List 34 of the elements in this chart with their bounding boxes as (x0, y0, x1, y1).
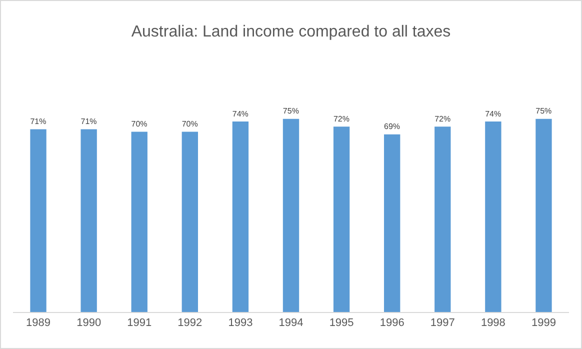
data-label: 75% (536, 106, 552, 116)
data-label: 75% (282, 106, 299, 116)
bar (282, 118, 300, 312)
data-label: 74% (485, 109, 502, 118)
data-label: 72% (434, 114, 451, 124)
data-label: 70% (182, 120, 198, 129)
chart-title: Australia: Land income compared to all taxes (131, 23, 451, 40)
x-tick-label: 1999 (531, 317, 556, 330)
x-tick-label: 1993 (228, 317, 253, 330)
x-tick-label: 1996 (380, 317, 404, 330)
bar (333, 126, 350, 312)
bar (80, 129, 97, 312)
x-tick-label: 1992 (178, 317, 202, 330)
x-tick-label: 1998 (480, 317, 506, 330)
bar (232, 122, 249, 312)
data-label: 71% (30, 117, 46, 126)
bar (182, 132, 198, 312)
bar (30, 129, 46, 312)
bar (485, 122, 502, 312)
data-label: 72% (333, 114, 350, 124)
bar (131, 132, 148, 312)
x-tick-label: 1989 (26, 317, 51, 330)
x-tick-label: 1991 (127, 317, 152, 330)
data-label: 74% (232, 109, 248, 118)
x-tick-label: 1995 (329, 317, 354, 330)
x-tick-label: 1990 (76, 317, 102, 330)
bar (434, 126, 451, 312)
data-label: 69% (384, 122, 400, 132)
data-label: 71% (80, 117, 97, 126)
bar (536, 118, 552, 312)
x-tick-label: 1997 (430, 317, 455, 330)
x-tick-label: 1994 (278, 317, 304, 330)
data-label: 70% (131, 120, 148, 129)
bar (384, 134, 400, 312)
